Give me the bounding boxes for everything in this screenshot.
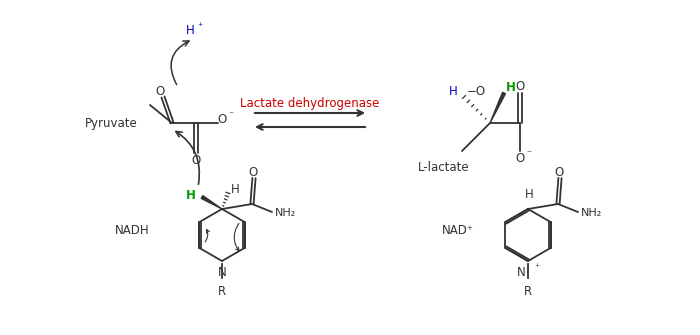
Text: O: O bbox=[218, 113, 227, 126]
Text: H: H bbox=[186, 189, 196, 201]
Text: L-lactate: L-lactate bbox=[418, 160, 470, 174]
FancyArrowPatch shape bbox=[205, 229, 209, 242]
Text: H: H bbox=[449, 84, 458, 97]
Text: O: O bbox=[155, 84, 164, 97]
FancyArrowPatch shape bbox=[171, 41, 189, 84]
Text: H: H bbox=[186, 23, 195, 37]
Text: R: R bbox=[524, 285, 532, 298]
Text: O: O bbox=[191, 153, 201, 166]
Text: NH₂: NH₂ bbox=[581, 208, 602, 218]
Text: N: N bbox=[517, 266, 526, 279]
Text: −O: −O bbox=[467, 84, 486, 97]
FancyArrowPatch shape bbox=[176, 131, 199, 184]
Polygon shape bbox=[201, 196, 222, 209]
Polygon shape bbox=[490, 92, 505, 123]
Text: ⁻: ⁻ bbox=[526, 149, 531, 159]
Text: Pyruvate: Pyruvate bbox=[85, 117, 138, 130]
Text: N: N bbox=[218, 266, 226, 279]
Text: NAD⁺: NAD⁺ bbox=[442, 223, 474, 237]
Text: H: H bbox=[506, 80, 516, 93]
Text: O: O bbox=[248, 165, 258, 179]
Text: O: O bbox=[515, 151, 524, 164]
Text: NADH: NADH bbox=[115, 223, 150, 237]
Text: Lactate dehydrogenase: Lactate dehydrogenase bbox=[240, 96, 379, 110]
Text: ⁻: ⁻ bbox=[228, 110, 234, 120]
Text: NH₂: NH₂ bbox=[275, 208, 296, 218]
Text: O: O bbox=[554, 165, 564, 179]
Text: R: R bbox=[218, 285, 226, 298]
Text: H: H bbox=[231, 183, 239, 196]
Text: ⁺: ⁺ bbox=[534, 263, 539, 273]
Text: ⁺: ⁺ bbox=[197, 22, 202, 32]
Text: O: O bbox=[515, 79, 524, 92]
Text: H: H bbox=[524, 188, 533, 201]
FancyArrowPatch shape bbox=[234, 223, 239, 251]
